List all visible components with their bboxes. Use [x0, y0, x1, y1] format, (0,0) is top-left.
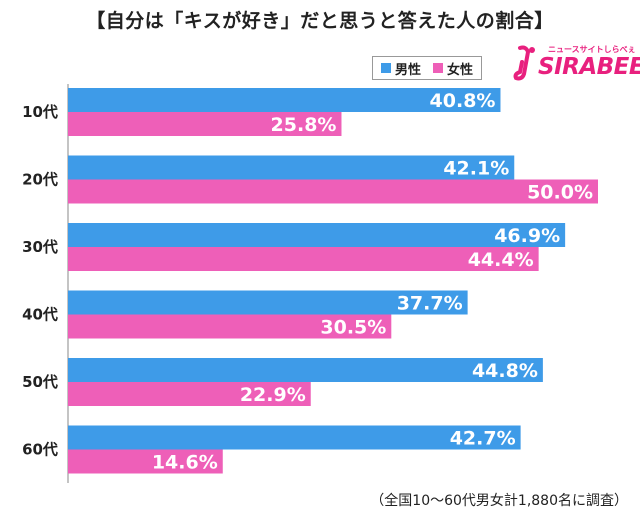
bar-male — [68, 88, 501, 112]
bar-male — [68, 155, 515, 180]
logo-tagline: ニュースサイトしらべぇ — [548, 45, 636, 54]
legend-swatch-male — [381, 63, 391, 73]
data-label: 44.4% — [468, 249, 534, 271]
legend-label-male: 男性 — [395, 62, 422, 78]
data-label: 14.6% — [152, 452, 218, 474]
category-label: 10代 — [22, 103, 58, 121]
data-label: 42.1% — [443, 158, 509, 180]
data-label: 40.8% — [430, 90, 496, 112]
data-label: 37.7% — [397, 293, 463, 315]
bar-male — [68, 358, 543, 382]
bar-female — [68, 449, 223, 474]
bar-female — [68, 179, 598, 204]
legend: 男性 女性 — [372, 56, 483, 80]
category-label: 40代 — [22, 306, 58, 324]
bar-male — [68, 425, 521, 450]
data-label: 30.5% — [320, 317, 386, 339]
logo-mark-icon — [513, 45, 535, 81]
data-label: 46.9% — [494, 225, 560, 247]
bar-male — [68, 290, 468, 315]
sirabee-logo: ニュースサイトしらべぇ SIRABEE — [512, 44, 640, 84]
data-label: 44.8% — [472, 360, 538, 382]
chart-title: 【自分は「キスが好き」だと思うと答えた人の割合】 — [86, 10, 554, 32]
legend-label-female: 女性 — [447, 62, 474, 78]
category-label: 30代 — [22, 238, 58, 256]
bar-female — [68, 247, 539, 271]
data-label: 25.8% — [271, 114, 337, 136]
legend-swatch-female — [433, 63, 444, 73]
data-label: 50.0% — [527, 182, 593, 204]
logo-wordmark: SIRABEE — [538, 54, 640, 80]
bar-male — [68, 223, 566, 247]
category-label: 20代 — [22, 171, 58, 189]
data-label: 22.9% — [240, 384, 306, 406]
data-label: 42.7% — [450, 428, 516, 450]
legend-item-male: 男性 — [381, 59, 421, 78]
footnote: （全国10～60代男女計1,880名に調査） — [370, 493, 628, 509]
bar-female — [68, 382, 311, 406]
bar-chart: 10代 40.8% 25.8% 20代 42.1% 50.0% 30代 46.9%44.4% 4… — [22, 84, 598, 483]
category-label: 60代 — [22, 441, 58, 459]
bar-female — [68, 314, 392, 339]
legend-item-female: 女性 — [433, 59, 473, 78]
bar-female — [68, 112, 342, 136]
category-label: 50代 — [22, 373, 58, 391]
